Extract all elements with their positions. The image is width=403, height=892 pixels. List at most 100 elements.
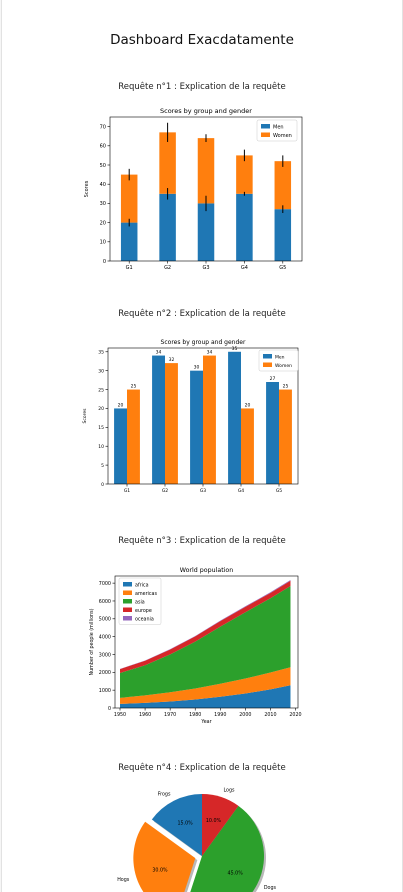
plot-frame <box>109 116 303 262</box>
data-label: 20 <box>245 402 251 408</box>
bar-men <box>120 222 138 261</box>
stacked-bar-chart: G1 G2 G3 G4 G5 0 10 20 30 40 50 60 70 Scores Scores by… <box>84 107 303 271</box>
page-title: Dashboard Exacdatamente <box>110 32 294 48</box>
bar-women <box>241 408 254 484</box>
bar-women <box>279 389 292 484</box>
grouped-bar-chart: 20 25 G1 34 32 G2 30 34 G3 35 20 G4 27 25 G5 0 5 10 15 20 25… <box>82 339 299 494</box>
y-tick-label: 30 <box>98 368 104 374</box>
pie-label: Logs <box>223 788 235 794</box>
legend-label-Women: Women <box>275 363 292 369</box>
bar-women <box>274 161 292 210</box>
y-tick-label: 3000 <box>99 652 111 658</box>
pie-pct-label: 45.0% <box>228 870 244 876</box>
legend-label-europe: europe <box>135 608 152 614</box>
y-tick-label: 20 <box>100 220 106 226</box>
bar-women <box>159 132 176 194</box>
x-tick-label: 1970 <box>164 712 176 718</box>
legend-label-oceania: oceania <box>135 616 154 622</box>
legend-swatch-Women <box>261 132 270 137</box>
y-tick-label: 0 <box>103 259 106 265</box>
y-tick-label: 40 <box>100 182 106 188</box>
y-tick-label: 0 <box>108 706 111 712</box>
y-tick-label: 5 <box>101 463 104 469</box>
data-label: 27 <box>270 376 276 382</box>
bar-men <box>152 355 165 484</box>
legend-box <box>118 577 162 625</box>
y-tick-label: 50 <box>100 163 106 169</box>
legend-swatch-Women <box>263 362 272 367</box>
stacked-area-chart: 1950 1960 1970 1980 1990 2000 2010 2020 Year 0 100… <box>89 567 302 725</box>
legend-label-asia: asia <box>135 599 145 605</box>
legend-swatch-Men <box>263 354 272 359</box>
legend-label-Women: Women <box>273 133 292 139</box>
bar-women <box>127 389 140 484</box>
plot-frame <box>114 575 299 709</box>
x-tick-label: G3 <box>202 265 209 271</box>
bar-women <box>197 138 215 204</box>
pie-pct-label: 30.0% <box>152 867 168 873</box>
chart-title: Scores by group and gender <box>161 339 246 346</box>
x-tick-label: 2000 <box>239 712 251 718</box>
area-africa <box>120 685 291 708</box>
legend-label-americas: americas <box>135 591 157 597</box>
y-tick-label: 70 <box>100 124 106 130</box>
pie-slice-dogs <box>190 805 265 892</box>
pie-slice-frogs <box>151 794 202 856</box>
plot-frame <box>107 347 299 485</box>
bar-women <box>236 155 253 194</box>
y-tick-label: 5000 <box>99 617 111 623</box>
y-tick-label: 1000 <box>99 688 111 694</box>
x-tick-label: G2 <box>164 265 171 271</box>
section-4-title: Requête n°4 : Explication de la requête <box>118 763 286 773</box>
x-tick-label: 1990 <box>214 712 226 718</box>
x-tick-label: 1960 <box>139 712 151 718</box>
legend-label-africa: africa <box>135 582 149 588</box>
section-2-title: Requête n°2 : Explication de la requête <box>118 309 286 319</box>
pie-chart: 15.0% Frogs 30.0% Hogs 45.0% Dogs 10.0% Logs <box>117 788 277 892</box>
data-label: 25 <box>131 384 137 390</box>
y-tick-label: 0 <box>101 482 104 488</box>
x-tick-label: G4 <box>238 488 244 494</box>
x-tick-label: G4 <box>241 265 248 271</box>
pie-label: Hogs <box>117 877 130 883</box>
bar-men <box>236 193 253 261</box>
chart-title: World population <box>180 567 234 574</box>
x-tick-label: 1950 <box>114 712 126 718</box>
y-tick-label: 4000 <box>99 634 111 640</box>
section-3-title: Requête n°3 : Explication de la requête <box>118 536 286 546</box>
y-tick-label: 10 <box>100 240 106 246</box>
y-tick-label: 15 <box>98 425 104 431</box>
bar-women <box>203 355 216 484</box>
x-tick-label: G5 <box>276 488 282 494</box>
pie-pct-label: 10.0% <box>206 818 222 824</box>
data-label: 30 <box>194 365 200 371</box>
legend-swatch-americas <box>123 590 132 595</box>
legend-swatch-Men <box>261 124 270 129</box>
legend-label-Men: Men <box>273 124 284 130</box>
y-tick-label: 60 <box>100 144 106 150</box>
y-tick-label: 25 <box>98 387 104 393</box>
data-label: 25 <box>283 384 289 390</box>
y-tick-label: 20 <box>98 406 104 412</box>
x-tick-label: G2 <box>162 488 168 494</box>
y-tick-label: 35 <box>98 350 104 356</box>
legend-swatch-europe <box>123 607 132 612</box>
bar-men <box>114 408 127 484</box>
x-tick-label: 1980 <box>189 712 201 718</box>
y-axis-label: Scores <box>84 180 90 197</box>
bar-men <box>159 193 176 261</box>
pie-slice-logs <box>202 794 239 856</box>
data-label: 20 <box>118 402 124 408</box>
bar-men <box>190 370 203 484</box>
x-tick-label: G3 <box>200 488 206 494</box>
bar-men <box>266 382 279 484</box>
x-tick-label: 2020 <box>289 712 301 718</box>
bar-women <box>120 174 138 223</box>
y-tick-label: 7000 <box>99 581 111 587</box>
section-1-title: Requête n°1 : Explication de la requête <box>118 82 286 92</box>
legend-swatch-africa <box>123 582 132 587</box>
pie-label: Dogs <box>264 885 277 891</box>
bar-women <box>165 363 178 484</box>
x-tick-label: 2010 <box>264 712 276 718</box>
